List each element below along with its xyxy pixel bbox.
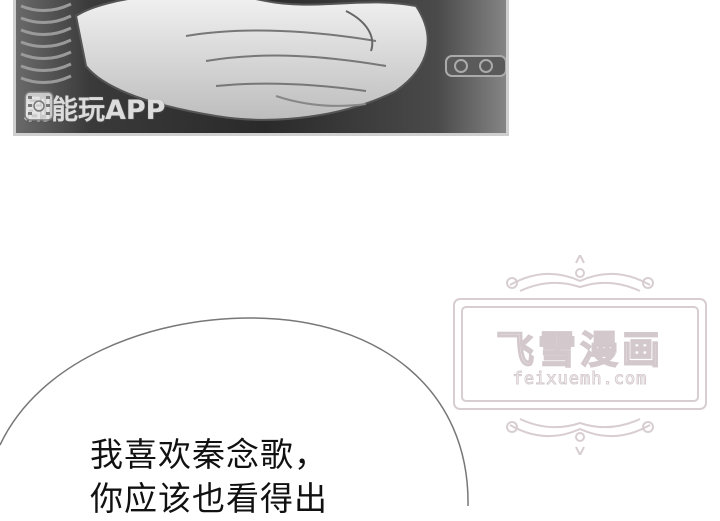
film-logo-icon (24, 91, 54, 121)
site-watermark: 飞雪漫画 feixuemh.com (450, 252, 710, 458)
app-watermark: 剧能玩APP (24, 91, 165, 126)
clasped-hands-illustration (16, 0, 506, 133)
site-watermark-title: 飞雪漫画 (495, 327, 664, 373)
speech-bubble-text: 我喜欢秦念歌， 你应该也看得出 (90, 433, 410, 521)
speech-bubble (0, 317, 469, 506)
speech-line: 我喜欢秦念歌， (90, 435, 328, 474)
ornamental-frame-icon (453, 252, 707, 458)
site-watermark-url: feixuemh.com (512, 369, 648, 390)
comic-panel-image: 剧能玩APP (13, 0, 509, 136)
speech-line: 你应该也看得出 (90, 479, 328, 518)
